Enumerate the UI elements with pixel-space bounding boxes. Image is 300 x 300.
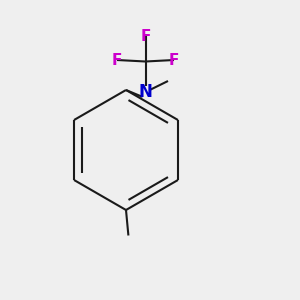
Text: F: F [140, 28, 151, 44]
Text: F: F [112, 52, 122, 68]
Text: F: F [169, 52, 179, 68]
Text: N: N [139, 82, 152, 100]
